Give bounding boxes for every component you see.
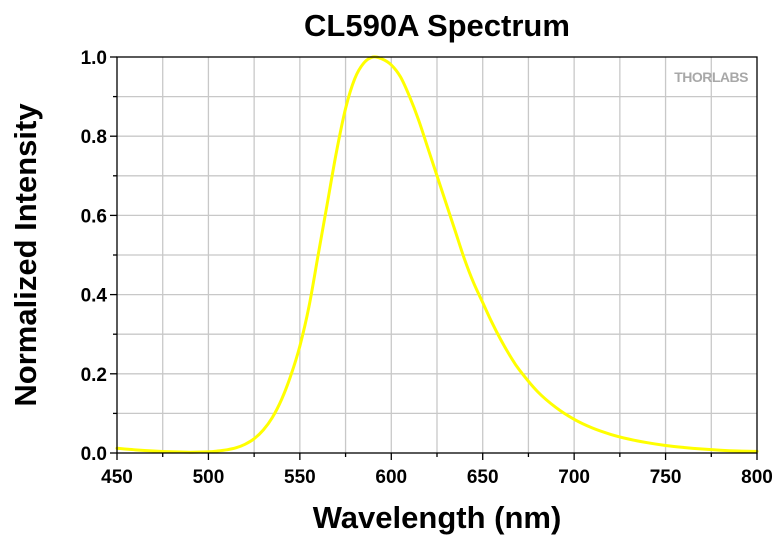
x-tick-label: 500 — [193, 467, 225, 488]
y-tick-labels: 0.0 0.2 0.4 0.6 0.8 1.0 — [81, 48, 108, 465]
x-tick-label: 650 — [467, 467, 499, 488]
chart-title: CL590A Spectrum — [304, 8, 570, 43]
series-line-cl590a — [115, 55, 759, 454]
logo-text: THORLABS — [674, 69, 748, 85]
y-tick-label: 1.0 — [81, 48, 107, 69]
y-axis-label: Normalized Intensity — [8, 103, 43, 407]
x-tick-label: 750 — [650, 467, 682, 488]
y-tick-label: 0.8 — [81, 127, 107, 148]
x-tick-label: 700 — [558, 467, 590, 488]
x-tick-label: 450 — [101, 467, 133, 488]
y-tick-label: 0.6 — [81, 206, 107, 227]
x-tick-label: 600 — [375, 467, 407, 488]
series-group — [115, 55, 759, 454]
y-tick-label: 0.4 — [81, 286, 108, 307]
x-tick-labels: 450 500 550 600 650 700 750 800 — [101, 467, 773, 488]
x-tick-label: 800 — [741, 467, 773, 488]
x-axis-label: Wavelength (nm) — [313, 500, 562, 535]
y-tick-label: 0.2 — [81, 365, 107, 386]
thorlabs-logo: THORLABS — [674, 69, 748, 85]
x-tick-label: 550 — [284, 467, 316, 488]
grid — [117, 57, 757, 453]
axis-ticks — [110, 56, 758, 460]
y-tick-label: 0.0 — [81, 444, 107, 465]
